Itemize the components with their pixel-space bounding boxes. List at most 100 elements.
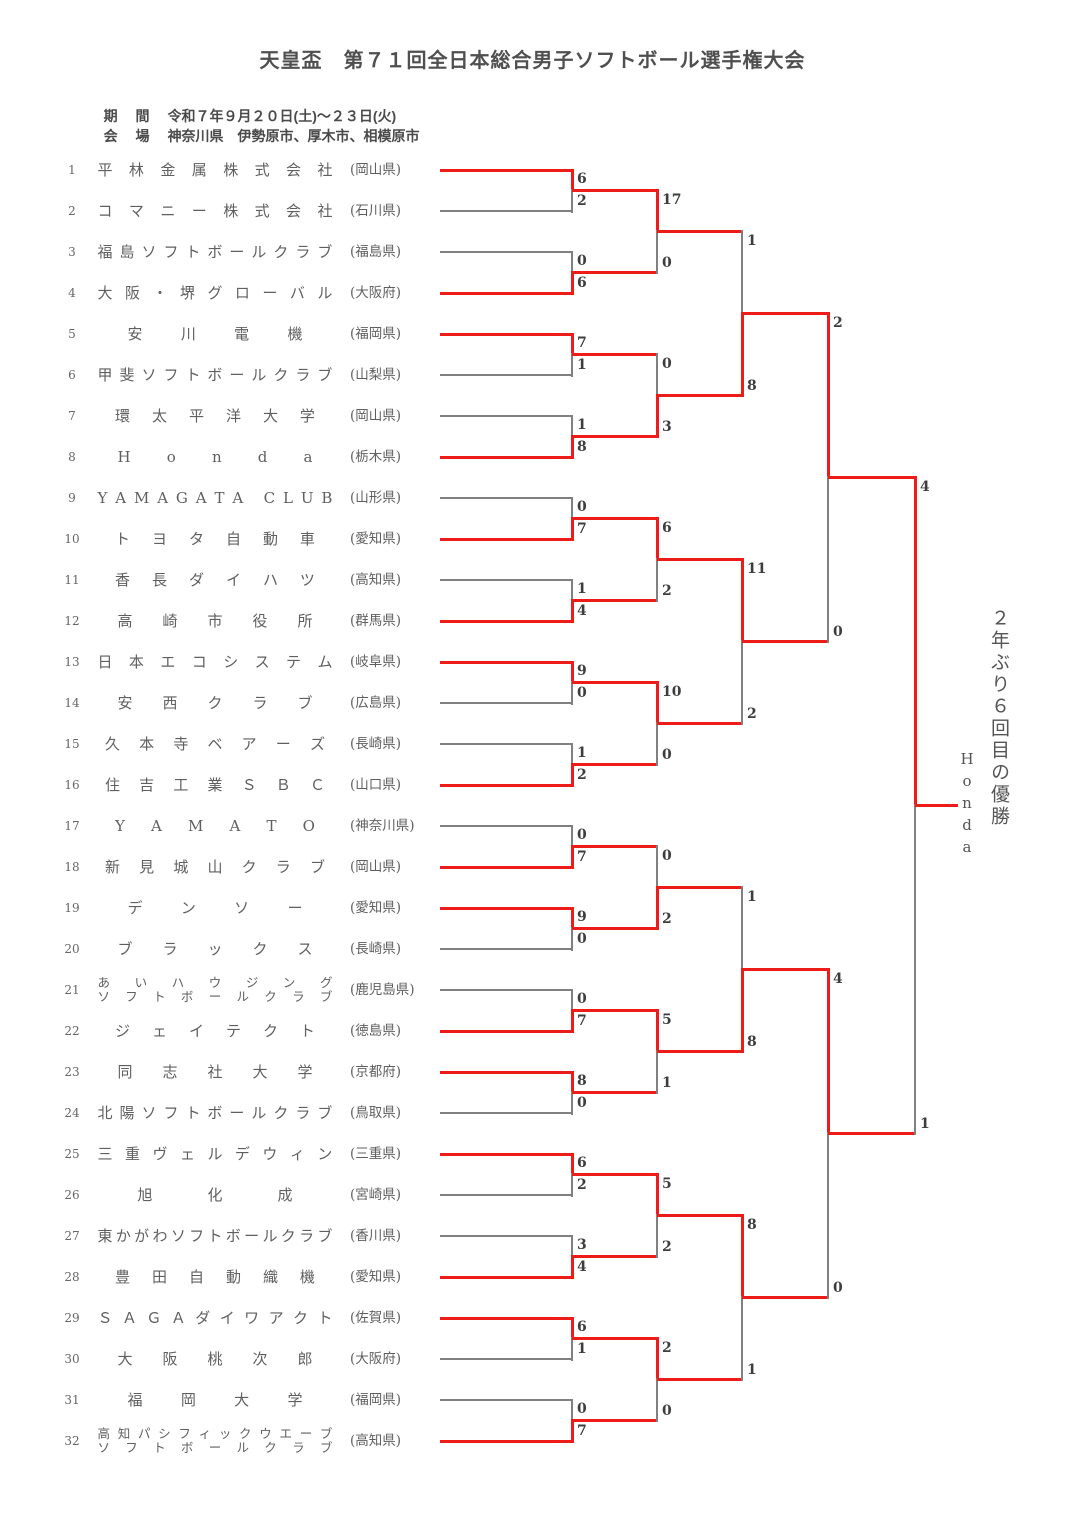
- bracket-line-horizontal: [572, 1091, 657, 1094]
- team-prefecture: (岡山県): [350, 162, 402, 178]
- bracket-line-vertical: [827, 476, 829, 643]
- team-name-char: 機: [299, 1268, 315, 1286]
- team-name-char: 学: [299, 407, 315, 425]
- team-seed: 21: [64, 983, 80, 997]
- bracket-line-vertical: [570, 599, 574, 623]
- team-name: 北陽ソフトボールクラブ: [98, 1103, 333, 1123]
- team-name-char: ソ: [234, 899, 250, 917]
- match-score: 0: [662, 254, 672, 271]
- team-name-char: フ: [163, 243, 179, 261]
- bracket-line-horizontal: [572, 1419, 657, 1422]
- team-name-char: d: [257, 448, 268, 466]
- team-name: 日本エコシステム: [98, 652, 333, 672]
- team-name: 香長ダイハツ: [115, 570, 315, 590]
- team-name-char: ト: [185, 1104, 201, 1122]
- match-score: 2: [833, 314, 843, 331]
- team-name-char: 業: [207, 776, 223, 794]
- match-score: 0: [662, 847, 672, 864]
- team-name-char: ー: [191, 202, 207, 220]
- match-score: 2: [662, 1238, 672, 1255]
- bracket-line-vertical: [570, 763, 574, 787]
- team-name-char: ェ: [151, 1022, 167, 1040]
- team-seed: 12: [64, 614, 80, 628]
- team-name-char: ツ: [299, 571, 315, 589]
- bracket-line-horizontal: [440, 865, 572, 869]
- team-name: ジェイテクト: [115, 1021, 315, 1041]
- team-name-char: T: [214, 489, 225, 507]
- bracket-line-vertical: [656, 353, 658, 397]
- match-score: 8: [577, 1073, 587, 1089]
- team-name-char: T: [266, 817, 277, 835]
- team-name-char: Y: [115, 817, 125, 835]
- team-name-char: フ: [189, 1227, 205, 1245]
- team-name-char: 長: [151, 571, 167, 589]
- bracket-line-horizontal: [440, 168, 572, 172]
- team-name-char: 福: [127, 1391, 143, 1409]
- team-name: 同志社大学: [118, 1062, 313, 1082]
- team-prefecture: (愛知県): [350, 531, 402, 547]
- team-name-char: ク: [264, 989, 277, 1004]
- team-name: 安川電機: [128, 324, 303, 344]
- bracket-line-vertical: [655, 1009, 659, 1053]
- team-prefecture: (京都府): [350, 1064, 402, 1080]
- team-name-char: ボ: [207, 366, 223, 384]
- team-name-char: ト: [153, 1440, 166, 1455]
- team-name-char: 会: [286, 161, 302, 179]
- bracket-line-horizontal: [440, 660, 572, 664]
- bracket-line-vertical: [570, 168, 574, 192]
- bracket-line-horizontal: [440, 702, 572, 704]
- bracket-line-vertical: [571, 1234, 573, 1258]
- bracket-line-horizontal: [572, 353, 657, 356]
- team-name: 高崎市役所: [118, 611, 313, 631]
- match-score: 11: [747, 560, 767, 577]
- team-prefecture: (佐賀県): [350, 1310, 402, 1326]
- team-name-char: 見: [139, 858, 155, 876]
- team-name-char: O: [302, 817, 315, 835]
- team-name: ブラックス: [118, 939, 313, 959]
- match-score: 1: [662, 1074, 672, 1091]
- bracket-line-vertical: [741, 230, 743, 315]
- team-name: 東かがわソフトボールクラブ: [98, 1226, 333, 1246]
- team-name-char: 大: [97, 284, 113, 302]
- page-title: 天皇盃 第７１回全日本総合男子ソフトボール選手権大会: [259, 48, 806, 72]
- team-name-char: ク: [241, 858, 257, 876]
- match-score: 7: [577, 521, 587, 537]
- bracket-line-horizontal: [572, 1337, 657, 1340]
- match-score: 6: [577, 1319, 587, 1335]
- team-name-char: テ: [286, 653, 302, 671]
- team-name-char: Ｓ: [97, 1309, 113, 1327]
- match-score: 0: [577, 685, 587, 701]
- team-prefecture: (愛知県): [350, 1269, 402, 1285]
- team-name-char: B: [321, 489, 333, 507]
- bracket-line-vertical: [570, 1009, 574, 1033]
- team-name-char: ク: [273, 366, 289, 384]
- bracket-line-horizontal: [742, 640, 828, 643]
- team-name-char: ヨ: [151, 530, 167, 548]
- team-prefecture: (大阪府): [350, 1351, 402, 1367]
- bracket-line-vertical: [571, 681, 573, 705]
- team-name-char: C: [263, 489, 276, 507]
- team-name-char: ェ: [179, 1145, 195, 1163]
- team-name-char: ー: [229, 1104, 245, 1122]
- team-name-char: ク: [252, 940, 268, 958]
- bracket-line-vertical: [826, 312, 830, 479]
- bracket-line-horizontal: [440, 619, 572, 623]
- team-name-char: バ: [289, 284, 305, 302]
- team-name-char: 自: [188, 1268, 204, 1286]
- team-name-char: ル: [251, 366, 267, 384]
- team-name-char: 日: [97, 653, 113, 671]
- match-score: 7: [577, 335, 587, 351]
- team-name-char: 化: [207, 1186, 223, 1204]
- team-name-char: 市: [207, 612, 223, 630]
- team-prefecture: (宮崎県): [350, 1187, 402, 1203]
- team-seed: 6: [68, 368, 76, 382]
- team-prefecture: (岐阜県): [350, 654, 402, 670]
- team-prefecture: (広島県): [350, 695, 402, 711]
- team-name: コマニー株式会社: [98, 201, 333, 221]
- team-name-char: L: [283, 489, 293, 507]
- team-name-char: ク: [273, 243, 289, 261]
- match-score: 1: [577, 581, 587, 597]
- bracket-line-vertical: [571, 824, 573, 848]
- team-name-char: ー: [229, 366, 245, 384]
